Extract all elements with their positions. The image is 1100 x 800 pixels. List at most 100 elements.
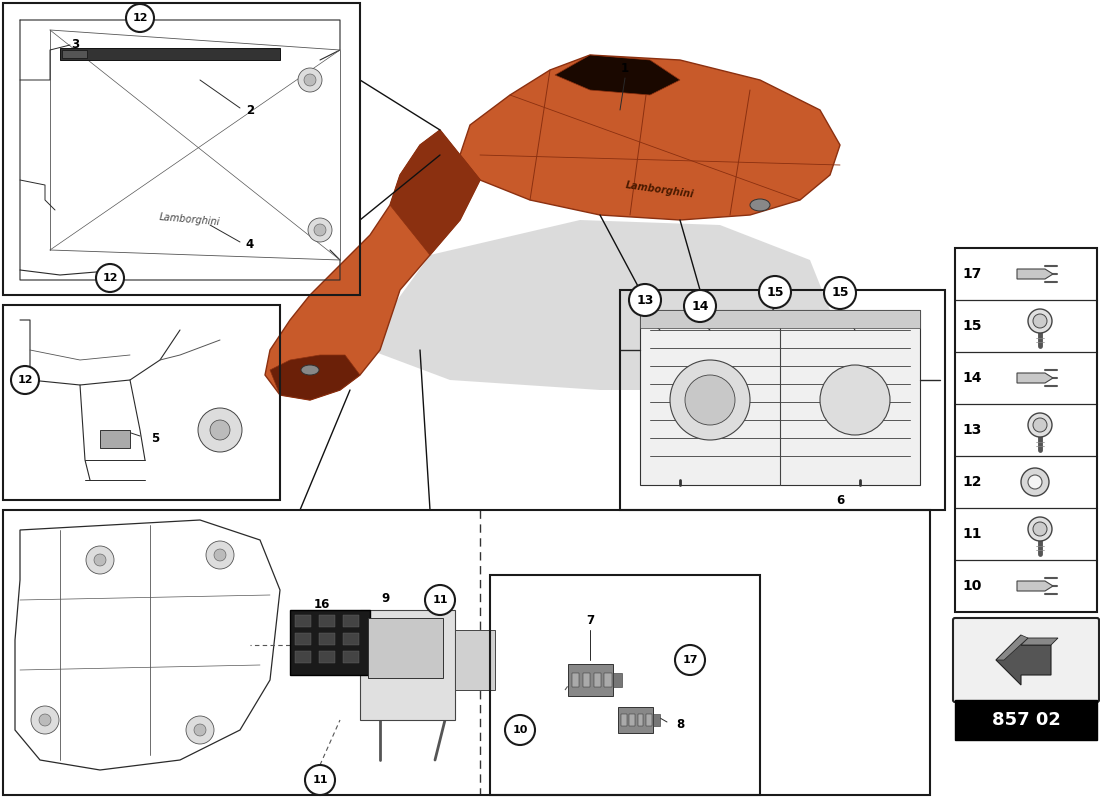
Text: 6: 6	[836, 494, 844, 506]
Ellipse shape	[750, 199, 770, 211]
Text: 11: 11	[312, 775, 328, 785]
Circle shape	[298, 68, 322, 92]
Polygon shape	[460, 55, 840, 220]
Text: 12: 12	[102, 273, 118, 283]
Bar	[583, 673, 590, 687]
Bar	[100, 430, 130, 448]
Circle shape	[194, 724, 206, 736]
Circle shape	[1028, 517, 1052, 541]
Circle shape	[1021, 468, 1049, 496]
Circle shape	[31, 706, 59, 734]
Bar	[295, 651, 311, 663]
Bar	[368, 618, 443, 678]
Bar	[343, 633, 359, 645]
Circle shape	[214, 549, 225, 561]
Circle shape	[684, 290, 716, 322]
Circle shape	[824, 277, 856, 309]
Circle shape	[308, 218, 332, 242]
Bar	[3, 3, 360, 295]
Circle shape	[206, 541, 234, 569]
Text: 1: 1	[620, 62, 629, 74]
Text: 15: 15	[832, 286, 849, 299]
Polygon shape	[996, 635, 1028, 660]
Polygon shape	[1021, 638, 1058, 645]
Circle shape	[86, 546, 114, 574]
Circle shape	[675, 645, 705, 675]
Bar	[3, 305, 280, 500]
Circle shape	[1033, 314, 1047, 328]
Circle shape	[305, 765, 336, 795]
Polygon shape	[390, 130, 480, 255]
Text: 10: 10	[513, 725, 528, 735]
Bar	[343, 615, 359, 627]
Circle shape	[425, 585, 455, 615]
Bar	[621, 714, 627, 726]
Polygon shape	[265, 130, 480, 400]
Bar	[568, 664, 613, 696]
Text: 10: 10	[962, 579, 981, 593]
Text: 12: 12	[132, 13, 147, 23]
Circle shape	[759, 276, 791, 308]
Text: 9: 9	[381, 591, 389, 605]
Text: 14: 14	[691, 299, 708, 313]
Polygon shape	[1018, 373, 1053, 383]
Circle shape	[210, 420, 230, 440]
Circle shape	[1028, 413, 1052, 437]
Bar	[613, 673, 621, 687]
Circle shape	[126, 4, 154, 32]
Circle shape	[1033, 522, 1047, 536]
Bar	[652, 714, 660, 726]
Bar	[295, 615, 311, 627]
Text: 11: 11	[962, 527, 981, 541]
Circle shape	[670, 360, 750, 440]
Bar	[62, 50, 87, 58]
Bar	[290, 610, 370, 675]
Text: 15: 15	[767, 286, 783, 298]
Polygon shape	[370, 220, 830, 390]
FancyBboxPatch shape	[953, 618, 1099, 702]
Text: 13: 13	[636, 294, 653, 306]
Bar	[594, 673, 601, 687]
Bar	[617, 707, 652, 733]
Ellipse shape	[301, 365, 319, 375]
Circle shape	[96, 264, 124, 292]
Text: 11: 11	[432, 595, 448, 605]
Bar	[955, 248, 1097, 612]
Bar	[319, 615, 336, 627]
Circle shape	[11, 366, 38, 394]
Circle shape	[820, 365, 890, 435]
Polygon shape	[1018, 269, 1053, 279]
Bar	[3, 510, 929, 795]
Circle shape	[505, 715, 535, 745]
Polygon shape	[556, 55, 680, 95]
Circle shape	[314, 224, 326, 236]
Bar	[955, 700, 1097, 740]
Text: 5: 5	[151, 431, 160, 445]
Circle shape	[94, 554, 106, 566]
Bar	[343, 651, 359, 663]
Text: 14: 14	[962, 371, 981, 385]
Circle shape	[186, 716, 214, 744]
Text: 8: 8	[675, 718, 684, 731]
Polygon shape	[270, 355, 360, 400]
Circle shape	[198, 408, 242, 452]
Text: 17: 17	[682, 655, 697, 665]
Bar	[319, 633, 336, 645]
Text: 857 02: 857 02	[991, 711, 1060, 729]
Text: Lamborghini: Lamborghini	[625, 180, 695, 200]
Text: 13: 13	[962, 423, 981, 437]
Text: 12: 12	[18, 375, 33, 385]
Bar	[629, 714, 635, 726]
Bar	[319, 651, 336, 663]
Bar	[646, 714, 652, 726]
Bar	[490, 575, 760, 795]
Circle shape	[1028, 475, 1042, 489]
Bar	[572, 673, 580, 687]
Text: 16: 16	[314, 598, 330, 611]
Text: 12: 12	[962, 475, 981, 489]
Text: 15: 15	[962, 319, 981, 333]
Text: 4: 4	[246, 238, 254, 251]
Bar	[60, 48, 280, 60]
Circle shape	[304, 74, 316, 86]
Bar	[638, 714, 644, 726]
